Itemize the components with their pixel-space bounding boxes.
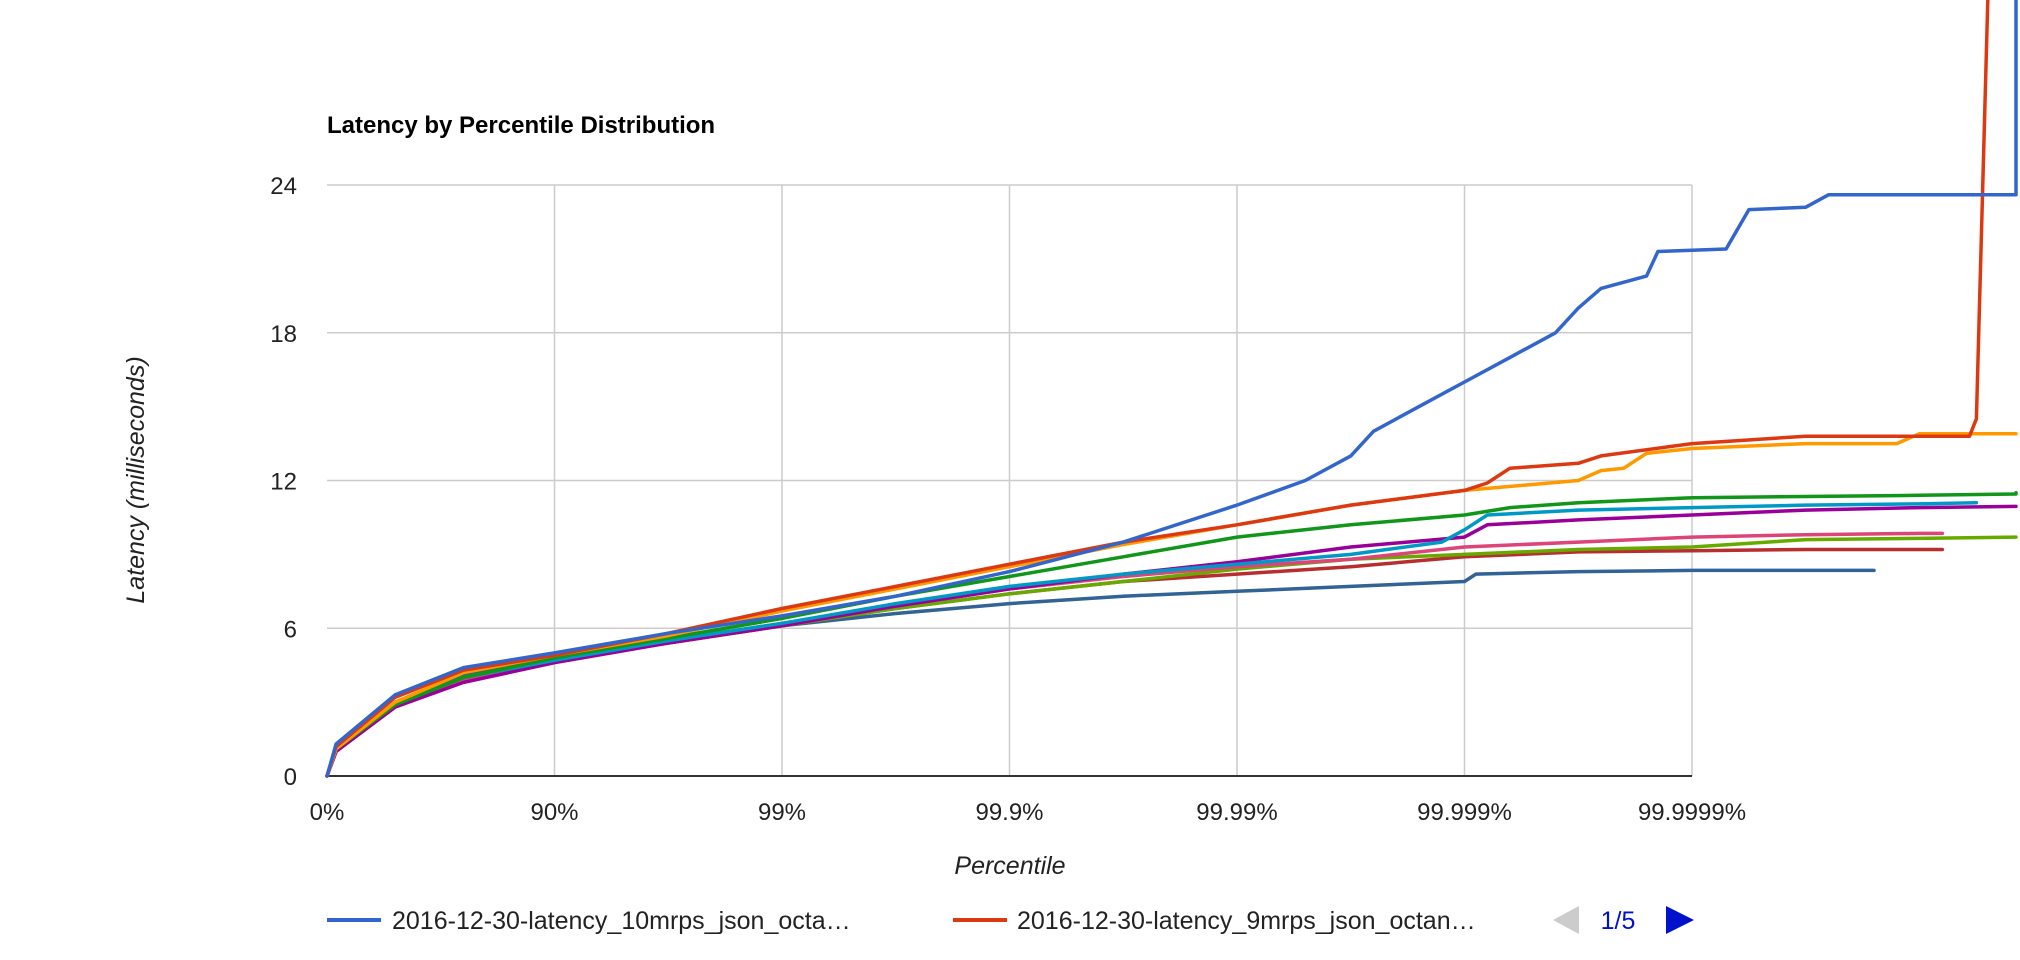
series-line-8 [325,547,1945,778]
x-tick-label-6: 99.9999% [1638,799,1746,826]
x-axis-ticks: 0% 90% 99% 99.9% 99.99% 99.999% 99.9999% [310,799,1746,826]
y-tick-label-2: 12 [270,469,297,496]
series-line-9 [325,568,1876,778]
series-line-2 [325,431,2018,778]
legend-prev-page-button[interactable] [1553,906,1579,934]
y-axis-ticks: 0 6 12 18 24 [270,173,297,791]
x-tick-label-2: 99% [758,799,806,826]
legend-entry-1[interactable]: 2016-12-30-latency_9mrps_json_octan… [1017,907,1476,935]
legend-entry-0[interactable]: 2016-12-30-latency_10mrps_json_octa… [392,907,851,935]
y-tick-label-4: 24 [270,173,297,200]
x-tick-label-5: 99.999% [1417,799,1512,826]
y-axis-title: Latency (milliseconds) [122,356,150,603]
series-line-3 [325,491,2018,778]
x-tick-label-1: 90% [530,799,578,826]
series-lines [325,0,2018,778]
x-tick-label-3: 99.9% [975,799,1043,826]
x-tick-label-0: 0% [310,799,345,826]
legend-next-page-button[interactable] [1666,906,1694,934]
y-tick-label-0: 0 [284,764,297,791]
y-tick-label-1: 6 [284,616,297,643]
legend: 2016-12-30-latency_10mrps_json_octa… 201… [327,906,1694,935]
grid [327,184,1693,777]
legend-page-indicator: 1/5 [1601,907,1636,935]
chart-title: Latency by Percentile Distribution [327,112,715,139]
x-tick-label-4: 99.99% [1196,799,1277,826]
series-line-1 [325,0,1990,778]
x-axis-title: Percentile [954,852,1065,880]
series-line-0 [325,0,2018,778]
y-tick-label-3: 18 [270,321,297,348]
